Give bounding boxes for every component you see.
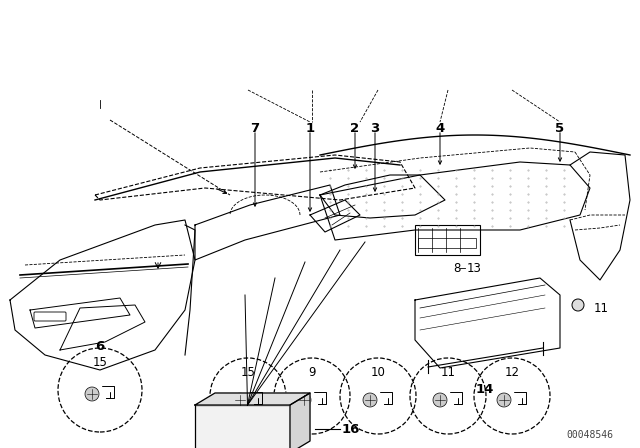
Text: 11: 11	[440, 366, 456, 379]
Circle shape	[297, 393, 311, 407]
Text: 1: 1	[305, 122, 315, 135]
Text: 16: 16	[342, 422, 360, 435]
Text: 9: 9	[308, 366, 316, 379]
Text: 12: 12	[504, 366, 520, 379]
Circle shape	[233, 393, 247, 407]
Text: 6: 6	[95, 340, 104, 353]
Text: 15: 15	[241, 366, 255, 379]
Text: 2: 2	[351, 122, 360, 135]
Bar	[195, 405, 290, 448]
Text: 11: 11	[594, 302, 609, 314]
Bar	[415, 225, 480, 255]
Text: 10: 10	[371, 366, 385, 379]
Text: 13: 13	[467, 262, 482, 275]
Text: 7: 7	[250, 122, 260, 135]
Circle shape	[433, 393, 447, 407]
Polygon shape	[290, 393, 310, 448]
Text: 5: 5	[556, 122, 564, 135]
Polygon shape	[195, 393, 310, 405]
Circle shape	[572, 299, 584, 311]
Bar	[418, 238, 476, 248]
Circle shape	[363, 393, 377, 407]
Text: 4: 4	[435, 122, 445, 135]
Text: 3: 3	[371, 122, 380, 135]
Text: 14: 14	[476, 383, 494, 396]
Text: 8: 8	[453, 262, 460, 275]
Circle shape	[497, 393, 511, 407]
Text: 15: 15	[93, 356, 108, 369]
Circle shape	[85, 387, 99, 401]
Text: 00048546: 00048546	[566, 430, 613, 440]
